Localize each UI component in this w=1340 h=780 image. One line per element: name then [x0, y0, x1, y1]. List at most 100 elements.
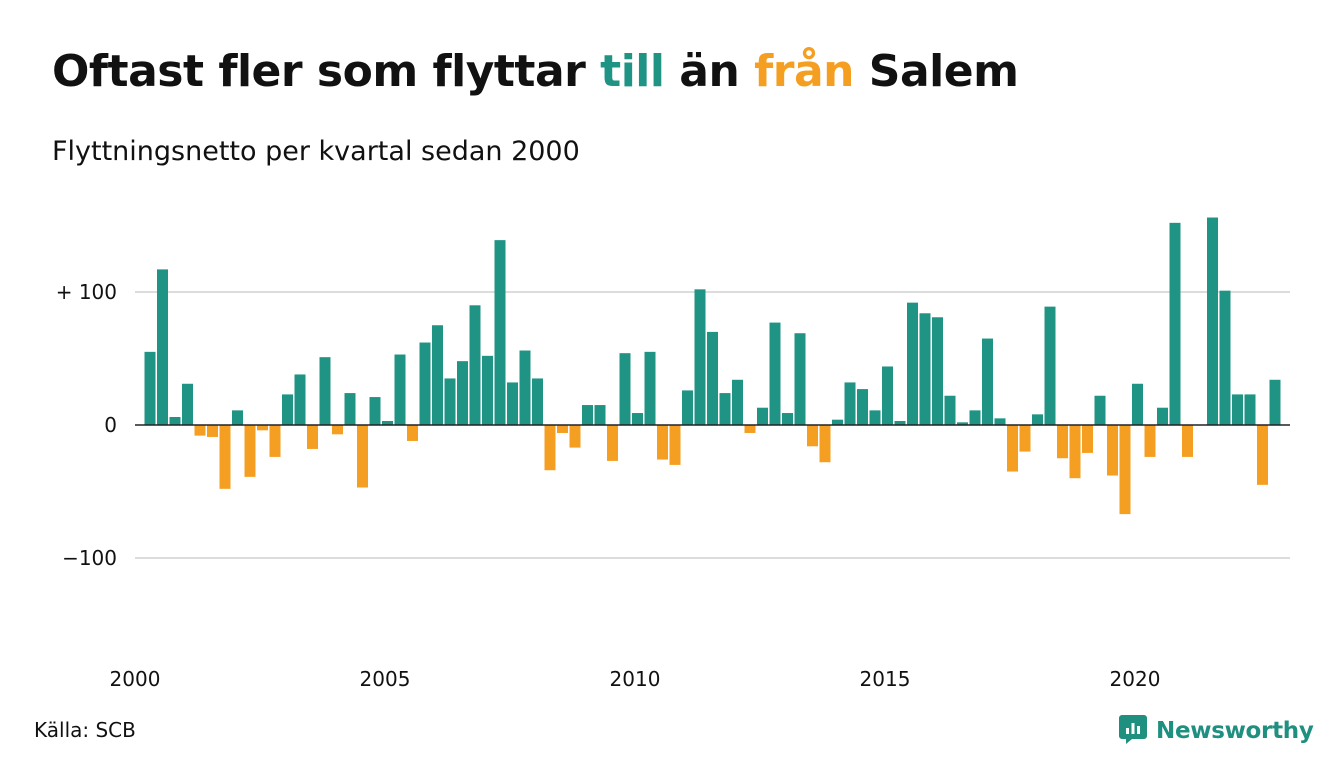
bar: [494, 240, 506, 425]
bar: [1019, 425, 1031, 452]
bar: [582, 405, 593, 425]
bar: [794, 333, 806, 425]
bar: [469, 305, 481, 425]
bar: [1182, 425, 1193, 457]
bar: [569, 425, 581, 448]
brand-name: Newsworthy: [1156, 718, 1314, 744]
bar: [194, 425, 206, 436]
bar: [1144, 425, 1156, 457]
bar: [1244, 394, 1256, 425]
title-suffix: Salem: [853, 46, 1019, 97]
title-prefix: Oftast fler som flyttar: [52, 46, 601, 97]
bar: [857, 389, 868, 425]
bar: [519, 350, 531, 425]
bar: [1257, 425, 1268, 485]
bar: [932, 317, 943, 425]
bar-chart: + 100 0 −100 2000 2005 2010 2015 2020: [56, 217, 1290, 691]
bar: [657, 425, 668, 460]
bar: [944, 395, 956, 425]
bar: [782, 413, 793, 425]
bar: [382, 421, 393, 425]
bar: [619, 353, 631, 425]
bar: [244, 425, 256, 477]
bar: [482, 355, 493, 425]
bar: [769, 322, 781, 425]
bar: [869, 410, 881, 425]
x-tick-label: 2005: [360, 667, 411, 691]
x-tick-label: 2000: [110, 667, 161, 691]
bar: [982, 338, 993, 425]
bar: [744, 425, 756, 433]
bar: [457, 361, 468, 425]
bar: [182, 383, 193, 425]
bar: [907, 302, 918, 425]
bar: [357, 425, 368, 488]
bar: [1044, 306, 1056, 425]
bar: [157, 269, 168, 425]
bar: [144, 351, 156, 425]
y-tick-label: 0: [104, 413, 117, 437]
bar: [1007, 425, 1018, 472]
bar: [969, 410, 981, 425]
bar: [1219, 290, 1231, 425]
source-label: Källa: SCB: [34, 718, 136, 742]
bar: [594, 405, 606, 425]
bar: [1132, 383, 1143, 425]
bar: [332, 425, 343, 435]
bar: [169, 417, 181, 425]
bar: [294, 374, 306, 425]
title-middle: än: [664, 46, 755, 97]
bar: [882, 366, 893, 425]
bar: [1107, 425, 1118, 476]
bar: [1207, 217, 1218, 425]
bar: [819, 425, 831, 463]
bar: [282, 394, 293, 425]
bar: [507, 382, 518, 425]
bar: [269, 425, 281, 457]
bar: [307, 425, 318, 449]
bar: [1032, 414, 1043, 425]
bar: [807, 425, 818, 447]
bar: [432, 325, 443, 425]
y-tick-label: + 100: [56, 280, 117, 304]
bar: [1082, 425, 1093, 453]
brand: Newsworthy: [1118, 713, 1314, 749]
bar: [1057, 425, 1068, 459]
bar: [719, 393, 731, 425]
newsworthy-logo-icon: [1118, 713, 1148, 749]
bar: [832, 419, 843, 425]
bar: [919, 313, 931, 425]
bar: [257, 425, 268, 431]
bar: [394, 354, 406, 425]
bar: [844, 382, 856, 425]
x-tick-label: 2015: [860, 667, 911, 691]
bar: [444, 378, 456, 425]
bar: [1119, 425, 1131, 515]
bar: [1169, 222, 1181, 425]
chart-title: Oftast fler som flyttar till än från Sal…: [52, 44, 1019, 100]
bar: [1157, 407, 1168, 425]
bar: [669, 425, 681, 465]
bar: [607, 425, 618, 461]
bar: [532, 378, 543, 425]
x-tick-label: 2010: [610, 667, 661, 691]
bar: [732, 379, 743, 425]
bar: [207, 425, 218, 437]
bar: [644, 351, 656, 425]
bar: [994, 418, 1006, 425]
bar: [419, 342, 431, 425]
bar: [344, 393, 356, 425]
bar: [407, 425, 418, 441]
bar: [694, 289, 706, 425]
bar: [369, 397, 381, 425]
bar: [219, 425, 231, 489]
bar: [682, 390, 693, 425]
bar: [957, 422, 968, 425]
bar: [1069, 425, 1081, 479]
bar: [757, 407, 768, 425]
bar: [707, 331, 718, 425]
bar: [1094, 395, 1106, 425]
bar: [232, 410, 243, 425]
y-tick-label: −100: [62, 546, 117, 570]
bar: [894, 421, 906, 425]
